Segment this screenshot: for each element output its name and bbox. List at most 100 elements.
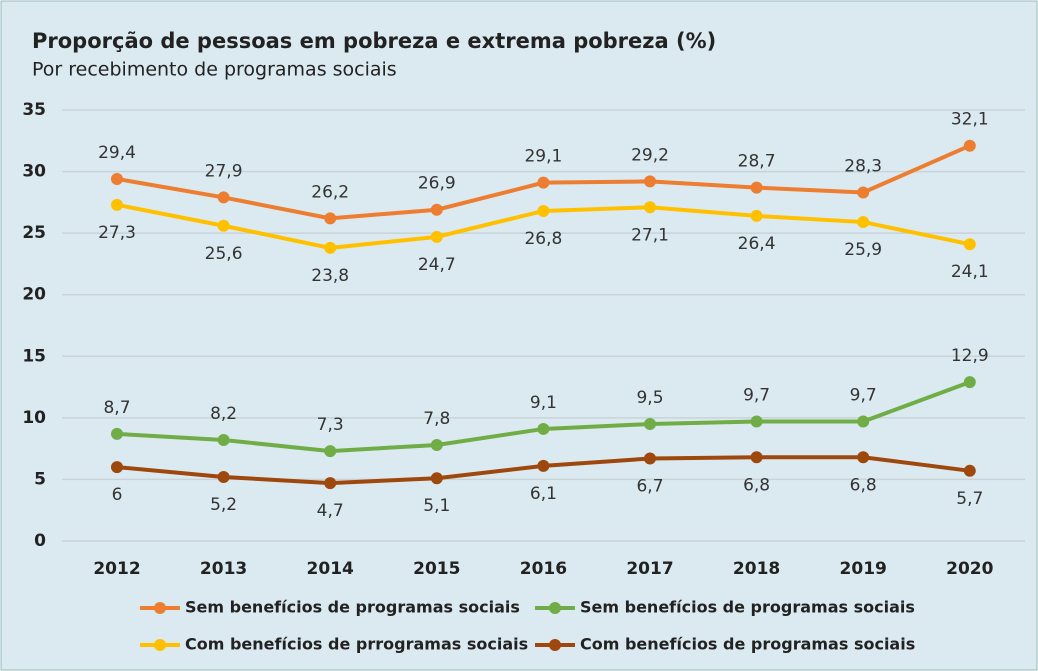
point xyxy=(857,186,870,199)
x-tick-label: 2014 xyxy=(307,559,354,579)
point xyxy=(857,451,870,464)
point xyxy=(750,415,763,428)
data-label: 24,7 xyxy=(418,255,456,275)
data-label: 8,7 xyxy=(103,398,130,418)
point xyxy=(644,418,656,431)
legend-label: Com benefícios de prrogramas sociais xyxy=(185,635,528,654)
data-label: 8,2 xyxy=(210,404,237,424)
data-label: 29,1 xyxy=(524,147,562,167)
x-tick-label: 2017 xyxy=(626,559,673,579)
point xyxy=(963,376,976,389)
data-label: 26,8 xyxy=(524,229,562,249)
legend-marker xyxy=(154,602,166,614)
point xyxy=(857,216,870,229)
point xyxy=(644,201,656,214)
data-label: 7,3 xyxy=(317,415,344,435)
data-label: 6,7 xyxy=(636,476,663,496)
point xyxy=(111,172,123,185)
point xyxy=(537,176,550,189)
y-tick-label: 30 xyxy=(22,162,46,182)
point xyxy=(537,459,550,472)
data-label: 9,7 xyxy=(850,386,877,406)
data-label: 9,1 xyxy=(530,393,557,413)
data-label: 6,1 xyxy=(530,484,557,504)
point xyxy=(430,203,443,216)
point xyxy=(324,445,337,458)
data-label: 6,8 xyxy=(850,475,877,495)
point xyxy=(537,204,550,217)
data-label: 27,9 xyxy=(205,161,243,181)
x-tick-label: 2016 xyxy=(520,559,567,579)
point xyxy=(963,238,976,251)
point xyxy=(111,198,123,211)
data-label: 28,7 xyxy=(738,152,776,172)
data-label: 26,4 xyxy=(738,234,776,254)
data-label: 6,8 xyxy=(743,475,770,495)
point xyxy=(111,427,123,440)
x-tick-label: 2018 xyxy=(733,559,780,579)
point xyxy=(430,230,443,243)
point xyxy=(963,139,976,152)
data-label: 5,2 xyxy=(210,495,237,515)
point xyxy=(324,477,337,490)
data-label: 28,3 xyxy=(844,157,882,177)
legend-label: Sem benefícios de programas sociais xyxy=(580,598,915,617)
y-tick-label: 0 xyxy=(34,531,46,551)
x-tick-label: 2019 xyxy=(840,559,887,579)
data-label: 26,9 xyxy=(418,174,456,194)
legend-label: Sem benefícios de programas sociais xyxy=(185,598,520,617)
data-label: 29,2 xyxy=(631,145,669,165)
point xyxy=(537,422,550,435)
legend-marker xyxy=(549,639,561,651)
data-label: 27,3 xyxy=(98,223,136,243)
data-label: 26,2 xyxy=(311,182,349,202)
data-label: 5,1 xyxy=(423,496,450,516)
point xyxy=(750,451,763,464)
y-tick-label: 20 xyxy=(22,285,46,305)
x-tick-label: 2013 xyxy=(200,559,247,579)
point xyxy=(217,219,230,232)
data-label: 25,6 xyxy=(205,244,243,264)
y-tick-label: 25 xyxy=(22,223,46,243)
data-label: 12,9 xyxy=(951,346,989,366)
data-label: 27,1 xyxy=(631,225,669,245)
data-label: 5,7 xyxy=(956,489,983,509)
data-label: 6 xyxy=(112,485,123,505)
point xyxy=(644,452,656,465)
legend-marker xyxy=(154,639,166,651)
data-label: 24,1 xyxy=(951,262,989,282)
data-label: 7,8 xyxy=(423,409,450,429)
data-label: 23,8 xyxy=(311,266,349,286)
data-label: 25,9 xyxy=(844,240,882,260)
point xyxy=(217,470,230,483)
data-label: 9,5 xyxy=(636,388,663,408)
point xyxy=(324,212,337,225)
point xyxy=(750,209,763,222)
point xyxy=(430,438,443,451)
chart-subtitle: Por recebimento de programas sociais xyxy=(32,59,397,81)
point xyxy=(217,434,230,447)
point xyxy=(857,415,870,428)
legend-label: Com benefícios de programas sociais xyxy=(580,635,915,654)
point xyxy=(111,461,123,474)
data-label: 9,7 xyxy=(743,386,770,406)
data-label: 29,4 xyxy=(98,143,136,163)
x-tick-label: 2015 xyxy=(413,559,460,579)
y-tick-label: 10 xyxy=(22,408,46,428)
y-tick-label: 5 xyxy=(34,469,46,489)
point xyxy=(324,241,337,254)
data-label: 4,7 xyxy=(317,501,344,521)
point xyxy=(217,191,230,204)
data-label: 32,1 xyxy=(951,110,989,130)
point xyxy=(644,175,656,188)
point xyxy=(430,472,443,485)
chart-title: Proporção de pessoas em pobreza e extrem… xyxy=(32,29,716,53)
x-tick-label: 2020 xyxy=(946,559,993,579)
point xyxy=(963,464,976,477)
x-tick-label: 2012 xyxy=(93,559,140,579)
point xyxy=(750,181,763,194)
legend-marker xyxy=(549,602,561,614)
y-tick-label: 15 xyxy=(22,346,46,366)
